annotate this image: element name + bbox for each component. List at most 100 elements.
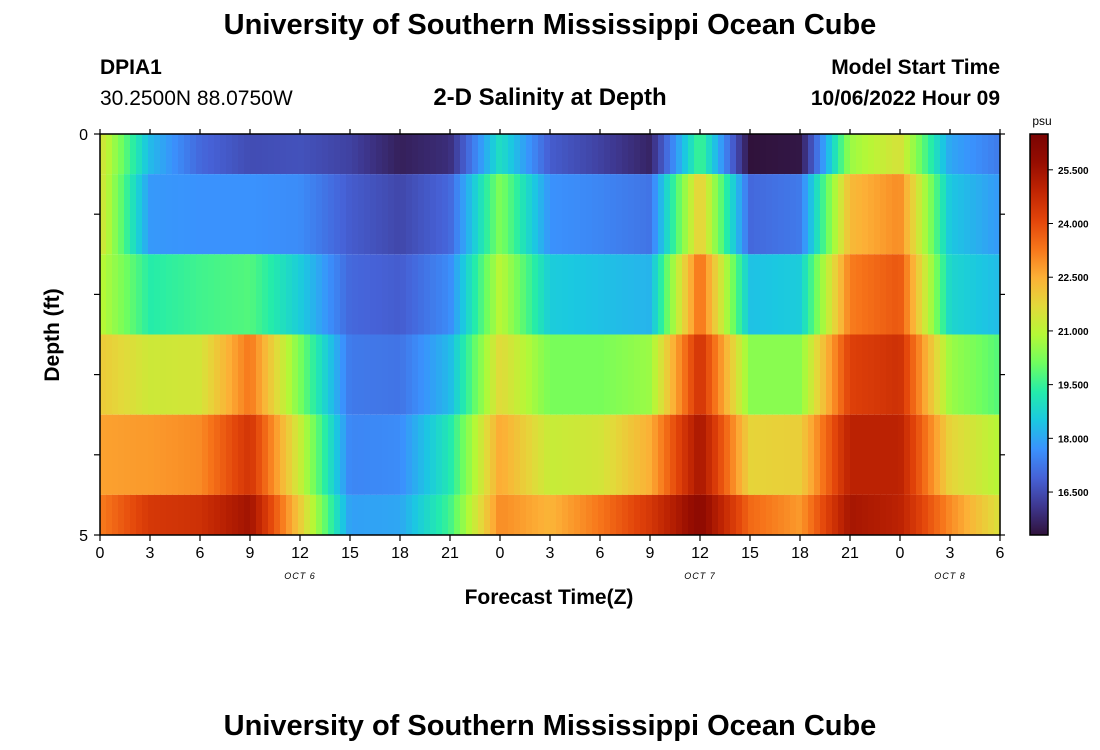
heatmap-cell [922,254,929,335]
heatmap-cell [154,414,161,495]
heatmap-cell [616,494,623,535]
heatmap-cell [106,174,113,255]
heatmap-cell [796,334,803,415]
heatmap-cell [808,414,815,495]
heatmap-cell [574,494,581,535]
heatmap-cell [358,174,365,255]
heatmap-cell [934,334,941,415]
heatmap-cell [598,494,605,535]
heatmap-cell [184,174,191,255]
heatmap-cell [226,134,233,175]
heatmap-cell [490,414,497,495]
heatmap-cell [790,134,797,175]
heatmap-cell [610,414,617,495]
heatmap-cell [394,494,401,535]
heatmap-cell [832,174,839,255]
heatmap-cell [658,334,665,415]
heatmap-cell [232,494,239,535]
heatmap-cell [946,254,953,335]
heatmap-cell [742,494,749,535]
heatmap-cells [100,134,1001,535]
heatmap-cell [988,334,995,415]
heatmap-cell [148,254,155,335]
heatmap-cell [838,174,845,255]
heatmap-cell [298,174,305,255]
heatmap-cell [400,134,407,175]
heatmap-cell [196,334,203,415]
heatmap-cell [904,414,911,495]
heatmap-cell [628,174,635,255]
x-tick-label: 0 [496,545,505,562]
heatmap-cell [958,174,965,255]
heatmap-cell [460,254,467,335]
heatmap-cell [454,254,461,335]
heatmap-cell [394,334,401,415]
heatmap-cell [724,174,731,255]
heatmap-cell [994,134,1001,175]
heatmap-cell [766,134,773,175]
heatmap-cell [886,414,893,495]
heatmap-cell [556,254,563,335]
heatmap-cell [778,414,785,495]
heatmap-cell [982,254,989,335]
heatmap-cell [892,414,899,495]
heatmap-cell [676,254,683,335]
heatmap-cell [928,334,935,415]
heatmap-cell [808,334,815,415]
heatmap-cell [826,134,833,175]
heatmap-cell [274,254,281,335]
heatmap-cell [808,174,815,255]
heatmap-cell [118,174,125,255]
heatmap-cell [376,494,383,535]
heatmap-cell [724,414,731,495]
heatmap-cell [634,414,641,495]
heatmap-cell [640,414,647,495]
heatmap-cell [574,414,581,495]
heatmap-cell [508,494,515,535]
heatmap-cell [478,334,485,415]
date-label: OCT 6 [284,571,316,581]
x-tick-label: 18 [791,545,809,562]
heatmap-cell [514,494,521,535]
heatmap-cell [226,414,233,495]
heatmap-cell [976,494,983,535]
heatmap-cell [370,494,377,535]
heatmap-cell [382,174,389,255]
heatmap-cell [514,254,521,335]
heatmap-cell [676,334,683,415]
heatmap-cell [106,494,113,535]
date-label: OCT 7 [684,571,716,581]
heatmap-cell [868,174,875,255]
heatmap-cell [604,134,611,175]
heatmap-cell [370,174,377,255]
heatmap-cell [292,414,299,495]
heatmap-cell [130,254,137,335]
heatmap-cell [286,494,293,535]
heatmap-cell [754,414,761,495]
colorbar-tick-label: 25.500 [1058,166,1089,177]
heatmap-cell [316,414,323,495]
heatmap-cell [556,414,563,495]
heatmap-cell [820,134,827,175]
heatmap-cell [904,134,911,175]
heatmap-cell [898,334,905,415]
heatmap-cell [988,174,995,255]
heatmap-cell [910,494,917,535]
model-start-label: Model Start Time [831,56,1000,79]
heatmap-cell [178,414,185,495]
heatmap-cell [358,334,365,415]
heatmap-cell [874,174,881,255]
heatmap-cell [928,414,935,495]
heatmap-cell [886,134,893,175]
heatmap-cell [136,494,143,535]
heatmap-cell [772,414,779,495]
heatmap-cell [196,254,203,335]
heatmap-cell [814,134,821,175]
heatmap-cell [658,254,665,335]
heatmap-cell [664,414,671,495]
heatmap-cell [706,494,713,535]
heatmap-cell [364,494,371,535]
heatmap-cell [634,494,641,535]
heatmap-cell [358,254,365,335]
heatmap-cell [772,134,779,175]
